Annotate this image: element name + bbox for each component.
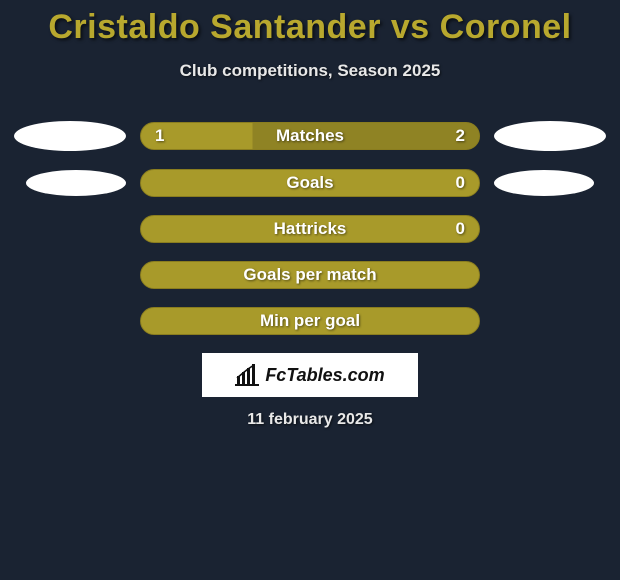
stat-bar: Min per goal <box>140 307 480 335</box>
stat-row: Goals per match <box>0 261 620 289</box>
player-right-marker <box>494 121 606 151</box>
stat-rows: 1 Matches 2 Goals 0 Hattricks 0 Goals per match… <box>0 121 620 335</box>
comparison-infographic: Cristaldo Santander vs Coronel Club comp… <box>0 0 620 429</box>
player-left-marker <box>26 170 126 196</box>
stat-row: Goals 0 <box>0 169 620 197</box>
stat-right-value: 2 <box>456 126 465 146</box>
date-text: 11 february 2025 <box>0 411 620 429</box>
stat-label: Hattricks <box>274 219 347 239</box>
page-title: Cristaldo Santander vs Coronel <box>0 8 620 47</box>
stat-label: Goals <box>286 173 333 193</box>
stat-bar-fill: Min per goal <box>140 307 480 335</box>
stat-row: Min per goal <box>0 307 620 335</box>
stat-left-value: 1 <box>155 126 164 146</box>
stat-label: Goals per match <box>243 265 376 285</box>
stat-right-value: 0 <box>456 173 465 193</box>
stat-row: Hattricks 0 <box>0 215 620 243</box>
stat-right-value: 0 <box>456 219 465 239</box>
stat-bar: 1 Matches 2 <box>140 122 480 150</box>
stat-bar-fill: Goals per match <box>140 261 480 289</box>
stat-bar: Goals 0 <box>140 169 480 197</box>
stat-row: 1 Matches 2 <box>0 121 620 151</box>
stat-bar-fill: Goals 0 <box>140 169 480 197</box>
chart-icon <box>235 364 259 386</box>
stat-bar: Hattricks 0 <box>140 215 480 243</box>
player-right-marker <box>494 170 594 196</box>
stat-bar-fill: 1 Matches 2 <box>140 122 480 150</box>
subtitle: Club competitions, Season 2025 <box>0 61 620 81</box>
stat-label: Min per goal <box>260 311 360 331</box>
brand-badge: FcTables.com <box>202 353 418 397</box>
stat-bar-fill: Hattricks 0 <box>140 215 480 243</box>
brand-text: FcTables.com <box>265 365 384 386</box>
stat-bar: Goals per match <box>140 261 480 289</box>
stat-label: Matches <box>276 126 344 146</box>
player-left-marker <box>14 121 126 151</box>
